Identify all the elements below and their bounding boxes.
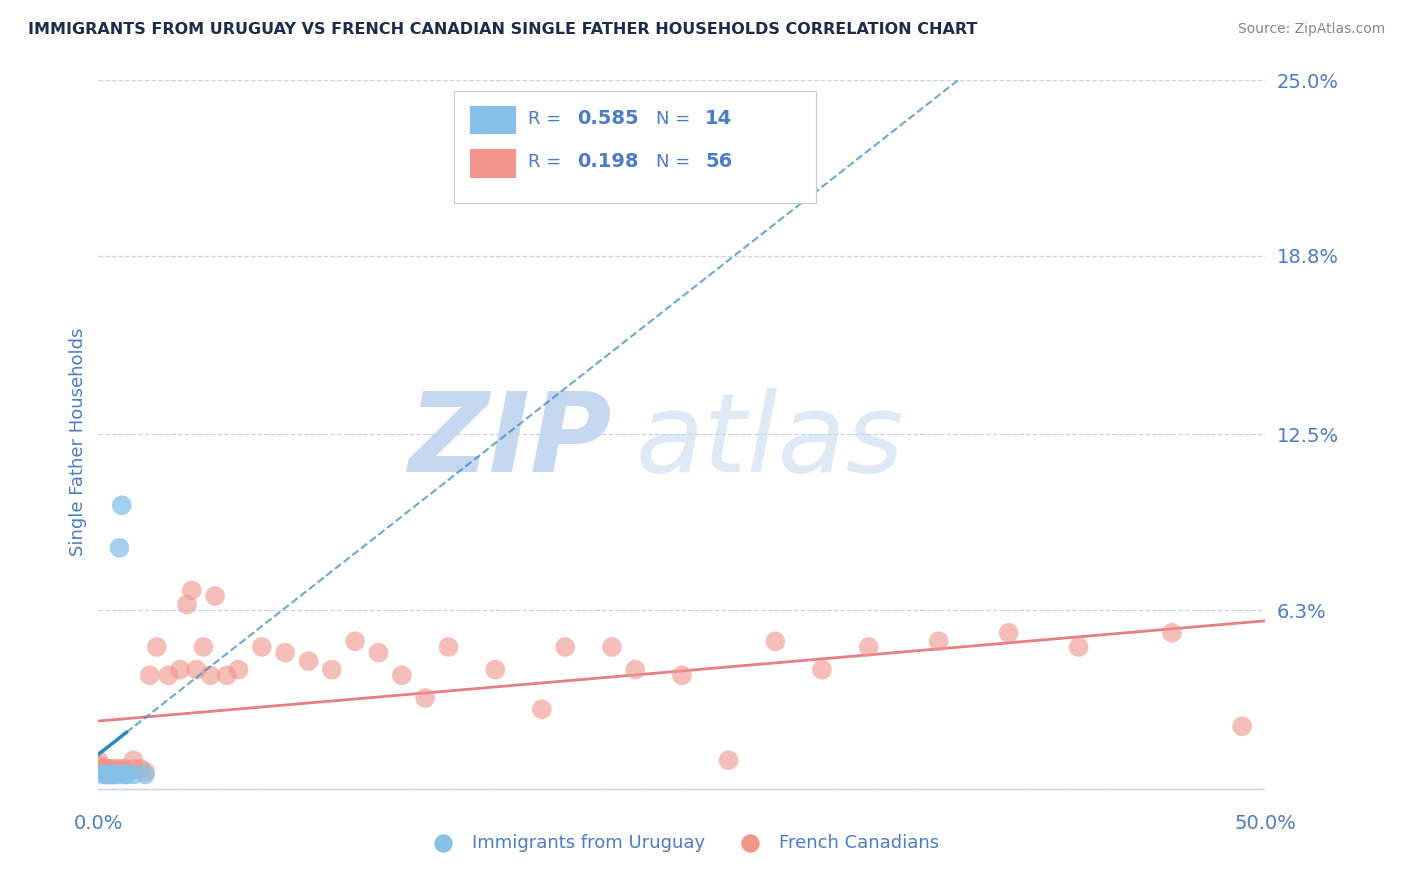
Point [94,762,117,776]
Point [129,762,152,776]
Point [811,663,834,677]
Point [111,762,134,776]
Point [1067,640,1090,654]
Point [193,640,215,654]
Point [1161,625,1184,640]
Point [97,767,120,781]
Point [94,764,117,779]
Point [104,767,127,781]
Point [186,663,208,677]
Point [108,764,131,779]
Point [997,625,1019,640]
Point [344,634,367,648]
Point [122,762,145,776]
FancyBboxPatch shape [470,105,516,135]
Point [94,767,117,781]
Point [274,646,297,660]
Point [134,764,156,779]
Point [176,598,198,612]
Point [763,634,786,648]
Point [98,767,121,781]
Point [671,668,693,682]
Point [200,668,222,682]
Text: 56: 56 [706,153,733,171]
Point [104,764,127,779]
Point [169,663,191,677]
Point [484,663,506,677]
Point [91,762,114,776]
Point [98,764,121,779]
Point [87,753,110,767]
Y-axis label: Single Father Households: Single Father Households [69,327,87,556]
Point [115,764,138,779]
Point [321,663,343,677]
Point [112,767,135,781]
Point [101,762,124,776]
Point [228,663,250,677]
Text: atlas: atlas [636,388,904,495]
Point [108,541,131,555]
Text: N =: N = [657,110,690,128]
Point [215,668,238,682]
Point [624,663,647,677]
Point [204,589,226,603]
Point [105,762,128,776]
Point [437,640,460,654]
Point [111,498,134,512]
Point [98,767,121,781]
Point [858,640,880,654]
Text: R =: R = [527,153,561,171]
Point [297,654,319,668]
Point [146,640,169,654]
Text: IMMIGRANTS FROM URUGUAY VS FRENCH CANADIAN SINGLE FATHER HOUSEHOLDS CORRELATION : IMMIGRANTS FROM URUGUAY VS FRENCH CANADI… [28,22,977,37]
Point [134,767,156,781]
Point [122,753,145,767]
Point [367,646,389,660]
Point [1230,719,1253,733]
Point [554,640,576,654]
Point [250,640,273,654]
Point [112,762,135,776]
Text: R =: R = [527,110,561,128]
Point [413,690,436,705]
Legend: Immigrants from Uruguay, French Canadians: Immigrants from Uruguay, French Canadian… [418,826,946,859]
FancyBboxPatch shape [470,149,516,178]
Point [90,759,112,773]
Point [115,767,138,781]
Text: N =: N = [657,153,690,171]
Point [600,640,623,654]
Text: 0.198: 0.198 [576,153,638,171]
Point [180,583,202,598]
Text: 0.585: 0.585 [576,109,638,128]
Text: ZIP: ZIP [408,388,612,495]
Point [717,753,740,767]
Text: Source: ZipAtlas.com: Source: ZipAtlas.com [1237,22,1385,37]
Point [139,668,162,682]
Point [98,762,121,776]
Point [101,767,124,781]
Point [97,762,120,776]
Point [928,634,950,648]
Point [157,668,180,682]
Point [97,764,120,779]
Point [391,668,413,682]
Point [530,702,553,716]
Point [105,767,128,781]
Point [91,767,114,781]
FancyBboxPatch shape [454,91,815,203]
Point [122,767,145,781]
Text: 14: 14 [706,109,733,128]
